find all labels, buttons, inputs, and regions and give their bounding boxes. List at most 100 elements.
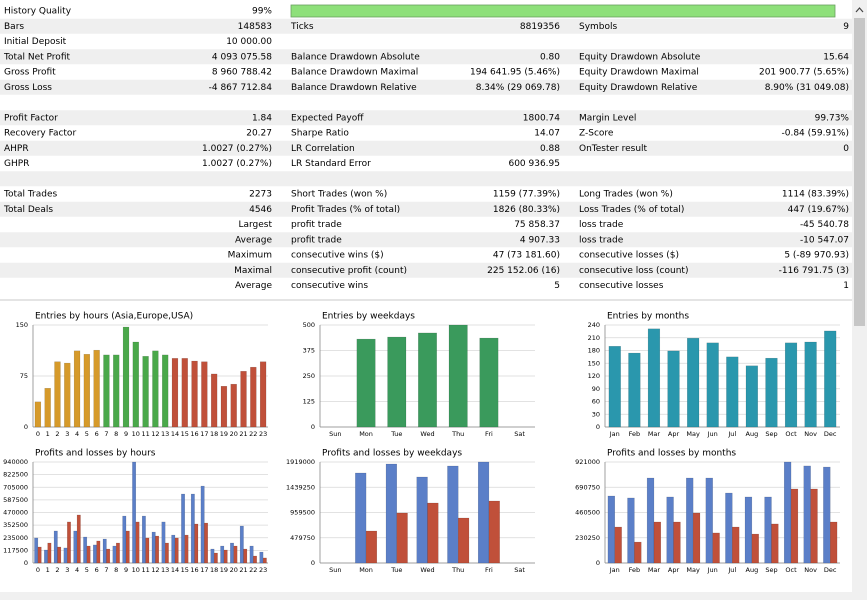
x-tick-label: 18 (210, 566, 218, 574)
x-tick-label: Fri (485, 566, 493, 574)
bar (356, 338, 376, 428)
bar (608, 346, 621, 428)
bar (54, 361, 61, 428)
bar (751, 533, 759, 564)
x-tick-label: 8 (114, 430, 118, 438)
bar (116, 542, 120, 564)
x-tick-label: 7 (104, 566, 108, 574)
x-tick-label: Mar (648, 430, 661, 438)
field-value: 225 152.06 (16) (487, 266, 560, 276)
bar (790, 488, 799, 564)
y-tick-label: 479750 (290, 534, 315, 542)
scroll-up-arrow[interactable] (855, 7, 864, 13)
field-label: Total Trades (3, 190, 58, 200)
bar (34, 401, 42, 428)
field-value: 1.0027 (0.27%) (202, 144, 272, 154)
y-tick-label: 120 (588, 372, 600, 380)
bar (262, 557, 267, 564)
x-tick-label: 13 (161, 566, 169, 574)
bar (142, 356, 149, 428)
bar (427, 502, 439, 564)
bar (627, 497, 635, 564)
bar (210, 548, 215, 564)
y-tick-label: 705000 (3, 483, 28, 491)
bar (823, 466, 831, 564)
x-tick-label: Dec (824, 566, 837, 574)
x-tick-label: 10 (132, 566, 140, 574)
field-label: Margin Level (579, 113, 636, 123)
x-tick-label: 12 (151, 566, 159, 574)
x-tick-label: Sep (765, 430, 777, 438)
y-tick-label: 75 (20, 372, 28, 380)
bar (57, 546, 62, 564)
row-background (0, 110, 852, 126)
x-tick-label: 3 (65, 430, 69, 438)
x-tick-label: Jun (707, 430, 718, 438)
field-value: 194 641.95 (5.46%) (470, 68, 560, 78)
bar (67, 521, 71, 564)
bar (171, 358, 179, 428)
bar (47, 542, 52, 564)
x-tick-label: 14 (171, 430, 179, 438)
x-tick-label: Jun (707, 566, 718, 574)
field-value: 15.64 (823, 52, 849, 62)
chart-title: Entries by weekdays (322, 312, 415, 322)
field-value: 600 936.95 (508, 159, 560, 169)
y-tick-label: 587500 (3, 496, 28, 504)
bar (132, 341, 139, 428)
field-value: 0.88 (540, 144, 560, 154)
bar (646, 477, 655, 564)
field-label: Symbols (579, 22, 618, 32)
bar (220, 545, 225, 564)
bar (132, 461, 137, 564)
bar (249, 545, 254, 564)
bar (44, 549, 48, 564)
x-tick-label: Tue (390, 430, 402, 438)
x-tick-label: 22 (249, 566, 257, 574)
y-tick-label: 460500 (575, 509, 600, 517)
x-tick-label: 20 (230, 430, 238, 438)
x-tick-label: 6 (95, 430, 99, 438)
bar (34, 537, 39, 564)
field-label: Gross Loss (4, 83, 52, 93)
chart-title: Profits and losses by hours (35, 449, 156, 459)
field-value: 1 (843, 281, 849, 291)
y-tick-label: 375 (303, 347, 315, 355)
y-tick-label: 1919000 (286, 458, 315, 466)
x-tick-label: Thu (451, 566, 464, 574)
x-tick-label: 11 (141, 566, 149, 574)
x-tick-label: 19 (220, 566, 228, 574)
row-sublabel: Average (235, 281, 272, 291)
bar (458, 517, 470, 564)
scrollbar-thumb[interactable] (854, 18, 865, 326)
x-tick-label: 5 (85, 430, 89, 438)
field-label: consecutive wins (291, 281, 368, 291)
bar (223, 549, 228, 564)
field-value: 0.80 (540, 52, 560, 62)
x-tick-label: 14 (171, 566, 179, 574)
field-value: -4 867 712.84 (209, 83, 273, 93)
bar (191, 360, 198, 428)
field-label: Long Trades (won %) (579, 190, 673, 200)
bar (765, 357, 778, 428)
bar (37, 546, 42, 564)
x-tick-label: May (686, 566, 700, 574)
field-label: Total Net Profit (3, 52, 70, 62)
field-value: 148583 (238, 22, 272, 32)
bar (44, 388, 51, 428)
bar (239, 525, 244, 564)
bar (726, 356, 739, 428)
y-tick-label: 940000 (3, 458, 28, 466)
bar (803, 465, 811, 564)
bar (113, 354, 120, 428)
bar (250, 366, 257, 428)
field-label: Total Deals (3, 205, 53, 215)
bar (259, 551, 264, 564)
bar (152, 350, 159, 428)
y-tick-label: 150 (16, 321, 28, 329)
field-label: loss trade (579, 220, 624, 230)
bar (83, 354, 90, 428)
field-label: Ticks (290, 22, 314, 32)
field-value: 10 000.00 (226, 37, 272, 47)
